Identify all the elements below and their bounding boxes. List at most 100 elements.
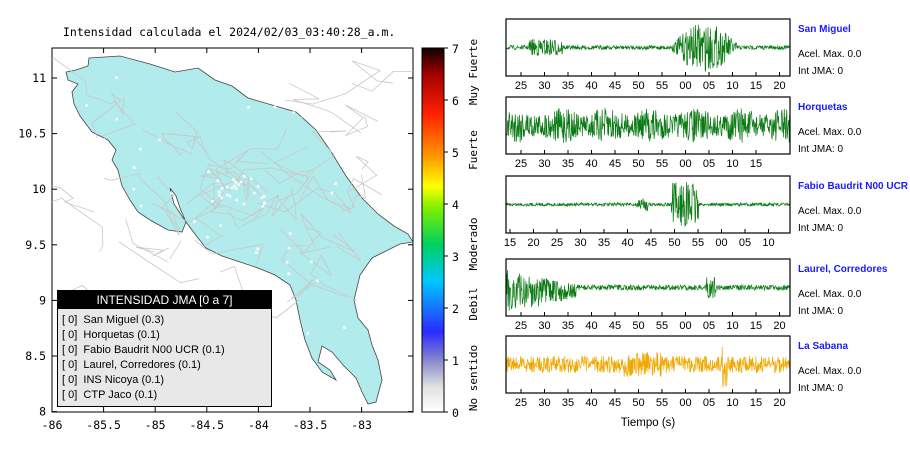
waveform-panels: 25 30 35 40 45 50 55 00 05 10 15 20 San Miguel Acel. … bbox=[504, 18, 909, 409]
legend-item-jma: [ 0] bbox=[62, 389, 84, 401]
legend-item-jma: [ 0] bbox=[62, 359, 84, 371]
city-marker bbox=[288, 232, 292, 235]
city-marker bbox=[193, 220, 196, 223]
city-marker bbox=[235, 198, 238, 202]
map-y-axis: 11 10.5 10 9.5 9 8.5 8 bbox=[18, 71, 413, 419]
map-x-tick-label: -86 bbox=[42, 418, 63, 432]
city-marker bbox=[115, 76, 118, 79]
waveform-tick-label: 55 bbox=[656, 158, 668, 170]
legend-item-label: CTP Jaco (0.1) bbox=[83, 389, 158, 401]
city-marker bbox=[247, 106, 250, 109]
road bbox=[223, 159, 250, 197]
road bbox=[256, 150, 352, 214]
waveform-frame bbox=[505, 258, 791, 317]
waveform-tick-label: 10 bbox=[726, 320, 738, 332]
city-marker bbox=[139, 204, 143, 208]
waveform-tick-label: 20 bbox=[527, 237, 539, 249]
waveform-tick-label: 45 bbox=[609, 397, 621, 409]
city-marker bbox=[226, 185, 229, 189]
waveform-tick-label: 00 bbox=[679, 80, 691, 92]
road bbox=[52, 185, 95, 213]
city-marker bbox=[246, 70, 249, 74]
city-marker bbox=[287, 272, 290, 275]
waveform-tick-label: 55 bbox=[656, 80, 668, 92]
waveform-tick-label: 05 bbox=[703, 397, 715, 409]
legend-item: [ 0] CTP Jaco (0.1) bbox=[62, 388, 225, 403]
city-marker bbox=[218, 194, 221, 197]
road bbox=[345, 104, 379, 136]
waveform-tick-label: 35 bbox=[562, 397, 574, 409]
road bbox=[281, 245, 346, 298]
colorbar-tick-label: 0 bbox=[452, 406, 459, 420]
waveform-tick-label: 05 bbox=[739, 237, 751, 249]
city-marker bbox=[376, 113, 379, 116]
station-name: Fabio Baudrit N00 UCR bbox=[798, 181, 909, 192]
waveform-tick-label: 00 bbox=[679, 320, 691, 332]
waveform-panel: 25 30 35 40 45 50 55 00 05 10 15 20 Laurel, Corredor… bbox=[505, 258, 888, 332]
city-marker bbox=[310, 260, 313, 264]
city-marker bbox=[268, 71, 272, 75]
colorbar-tick-label: 2 bbox=[452, 302, 459, 316]
station-name: Horquetas bbox=[798, 102, 848, 113]
map-x-tick-label: -84.5 bbox=[189, 418, 224, 432]
city-marker bbox=[256, 247, 259, 251]
waveform-panel: 25 30 35 40 45 50 55 00 05 10 15 20 La Sabana Acel. M… bbox=[505, 335, 862, 409]
waveform-tick-label: 05 bbox=[703, 320, 715, 332]
city-marker bbox=[233, 184, 236, 188]
waveform-tick-label: 00 bbox=[679, 158, 691, 170]
city-marker bbox=[167, 259, 170, 262]
legend-item: [ 0] Fabio Baudrit N00 UCR (0.1) bbox=[62, 343, 225, 358]
city-marker bbox=[288, 297, 291, 301]
waveform-trace bbox=[505, 181, 790, 227]
waveform-tick-label: 05 bbox=[703, 80, 715, 92]
city-marker bbox=[139, 147, 142, 151]
road bbox=[199, 135, 248, 191]
legend-item-label: San Miguel (0.3) bbox=[83, 314, 165, 326]
waveform-tick-label: 10 bbox=[726, 80, 738, 92]
city-marker bbox=[132, 187, 135, 191]
city-marker bbox=[273, 105, 277, 109]
city-marker bbox=[243, 175, 246, 178]
station-max-accel: Acel. Max. 0.0 bbox=[798, 289, 862, 300]
road bbox=[169, 112, 201, 150]
station-name: La Sabana bbox=[798, 341, 848, 352]
city-marker bbox=[234, 180, 237, 184]
waveform-x-label: Tiempo (s) bbox=[621, 417, 676, 429]
waveform-tick-label: 20 bbox=[773, 80, 785, 92]
waveform-tick-label: 05 bbox=[703, 158, 715, 170]
road bbox=[289, 83, 362, 134]
city-marker bbox=[132, 166, 136, 169]
legend-item-label: INS Nicoya (0.1) bbox=[83, 374, 165, 386]
station-max-accel: Acel. Max. 0.0 bbox=[798, 206, 862, 217]
city-marker bbox=[250, 177, 253, 181]
city-marker bbox=[343, 326, 346, 329]
waveform-tick-label: 45 bbox=[609, 320, 621, 332]
station-max-accel: Acel. Max. 0.0 bbox=[798, 366, 862, 377]
waveform-tick-label: 50 bbox=[632, 158, 644, 170]
map-y-tick-label: 9 bbox=[39, 293, 46, 307]
waveform-panel: 15 20 25 30 35 40 45 50 55 00 05 10 Fabio Baudrit N0… bbox=[504, 175, 909, 249]
city-marker bbox=[237, 183, 240, 186]
waveform-tick-label: 50 bbox=[632, 80, 644, 92]
waveform-tick-label: 40 bbox=[585, 320, 597, 332]
waveform-tick-label: 30 bbox=[574, 237, 586, 249]
road bbox=[279, 227, 358, 301]
city-marker bbox=[170, 192, 173, 195]
waveform-tick-label: 20 bbox=[773, 320, 785, 332]
station-jma: Int JMA: 0 bbox=[798, 306, 843, 317]
waveform-tick-label: 50 bbox=[632, 320, 644, 332]
map-x-tick-label: -85.5 bbox=[86, 418, 121, 432]
city-marker bbox=[102, 138, 106, 141]
legend-item: [ 0] Laurel, Corredores (0.1) bbox=[62, 358, 225, 373]
waveform-tick-label: 15 bbox=[750, 320, 762, 332]
waveform-tick-label: 35 bbox=[562, 320, 574, 332]
legend-item-label: Fabio Baudrit N00 UCR (0.1) bbox=[83, 344, 225, 356]
road bbox=[194, 233, 264, 265]
waveform-panel: 25 30 35 40 45 50 55 00 05 10 15 Horquetas Acel. Max… bbox=[505, 96, 862, 170]
land-area bbox=[65, 55, 413, 405]
city-marker bbox=[207, 170, 210, 173]
legend-item-label: Horquetas (0.1) bbox=[83, 329, 160, 341]
waveform-tick-label: 45 bbox=[609, 158, 621, 170]
